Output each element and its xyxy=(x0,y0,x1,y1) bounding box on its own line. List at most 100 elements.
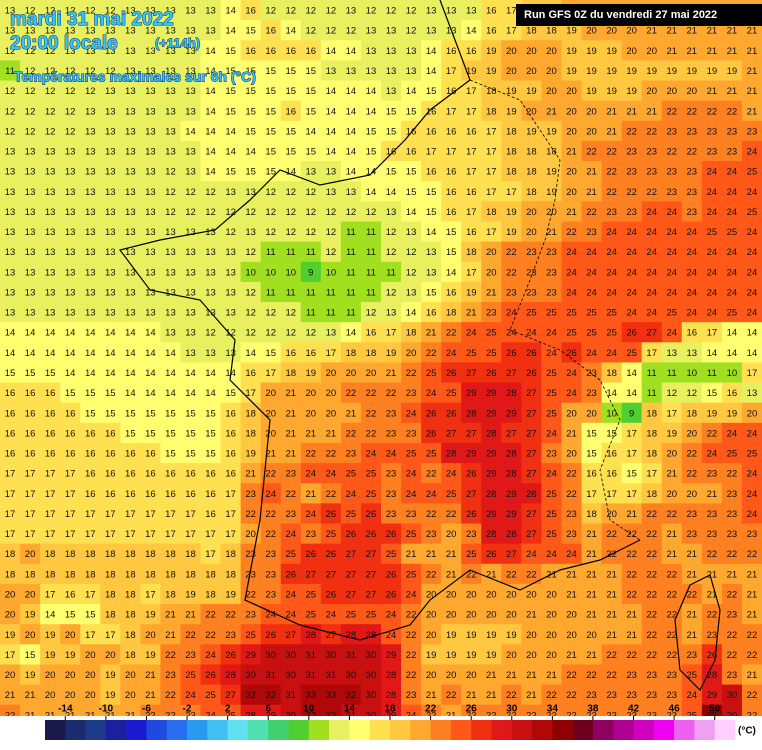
cell-value: 19 xyxy=(466,66,477,77)
cell-value: 15 xyxy=(265,348,276,359)
cell xyxy=(300,120,322,142)
cell-value: 19 xyxy=(446,630,457,641)
cell-value: 18 xyxy=(586,509,597,520)
cell-value: 13 xyxy=(225,267,236,278)
cell-value: 15 xyxy=(5,368,16,379)
cell xyxy=(260,181,282,202)
cell-value: 13 xyxy=(65,287,76,298)
cell-value: 16 xyxy=(265,26,276,37)
cell xyxy=(601,60,623,82)
cell xyxy=(200,181,222,202)
cell-value: 18 xyxy=(145,569,156,580)
cell-value: 12 xyxy=(5,106,16,117)
cell xyxy=(581,181,603,202)
cell xyxy=(220,261,242,283)
cell-value: 15 xyxy=(245,106,256,117)
cell xyxy=(120,181,141,202)
cell xyxy=(721,241,743,263)
cell-value: 20 xyxy=(566,106,577,117)
cell xyxy=(741,161,762,182)
cell-value: 22 xyxy=(646,630,657,641)
cell xyxy=(100,161,121,182)
cell-value: 21 xyxy=(426,690,437,701)
cell-value: 21 xyxy=(466,690,477,701)
cell-value: 27 xyxy=(506,549,517,560)
cell-value: 24 xyxy=(687,227,698,238)
cell xyxy=(160,20,182,41)
cell xyxy=(220,221,242,243)
cell xyxy=(340,40,362,62)
cell-value: 21 xyxy=(446,549,457,560)
cell-value: 19 xyxy=(687,66,698,77)
cell xyxy=(100,40,121,62)
cell-value: 24 xyxy=(386,610,397,621)
cell-value: 12 xyxy=(366,207,377,218)
cell-value: 14 xyxy=(727,348,738,359)
cell xyxy=(120,40,141,62)
cell-value: 21 xyxy=(626,106,637,117)
cell-value: 19 xyxy=(506,207,517,218)
cell-value: 13 xyxy=(105,187,116,198)
cell-value: 17 xyxy=(105,529,116,540)
cell-value: 24 xyxy=(366,449,377,460)
cell-value: 14 xyxy=(446,267,457,278)
cell-value: 25 xyxy=(606,328,617,339)
cell-value: 24 xyxy=(727,267,738,278)
cell xyxy=(421,281,442,303)
legend-label: -6 xyxy=(142,704,151,715)
cell xyxy=(320,281,342,303)
cell-value: 19 xyxy=(526,126,537,137)
cell-value: 14 xyxy=(727,328,738,339)
cell-value: 22 xyxy=(646,187,657,198)
cell-value: 16 xyxy=(45,428,56,439)
cell-value: 20 xyxy=(526,227,537,238)
cell-value: 23 xyxy=(406,428,417,439)
cell-value: 28 xyxy=(486,529,497,540)
cell-value: 13 xyxy=(105,267,116,278)
cell xyxy=(340,0,362,21)
cell-value: 17 xyxy=(5,509,16,520)
cell xyxy=(701,241,723,263)
cell-value: 18 xyxy=(125,610,136,621)
cell-value: 12 xyxy=(265,227,276,238)
cell-value: 20 xyxy=(346,368,357,379)
cell xyxy=(220,241,242,263)
cell xyxy=(80,221,101,243)
cell-value: 24 xyxy=(606,227,617,238)
cell-value: 19 xyxy=(225,590,236,601)
cell-value: 24 xyxy=(526,328,537,339)
cell-value: 22 xyxy=(546,690,557,701)
cell xyxy=(401,322,422,343)
cell xyxy=(581,120,603,142)
cell-value: 17 xyxy=(185,529,196,540)
cell-value: 22 xyxy=(506,690,517,701)
cell-value: 18 xyxy=(646,408,657,419)
cell xyxy=(260,40,282,62)
cell-value: 22 xyxy=(506,569,517,580)
cell-value: 19 xyxy=(626,66,637,77)
legend-swatch xyxy=(105,720,127,740)
cell-value: 15 xyxy=(265,66,276,77)
cell-value: 13 xyxy=(326,167,337,178)
cell xyxy=(360,261,382,283)
cell-value: 21 xyxy=(566,569,577,580)
cell xyxy=(300,181,322,202)
cell xyxy=(100,80,121,102)
cell-value: 23 xyxy=(626,207,637,218)
cell-value: 16 xyxy=(406,147,417,158)
legend-swatch xyxy=(410,720,431,740)
cell xyxy=(721,100,743,122)
cell-value: 21 xyxy=(687,569,698,580)
cell-value: 18 xyxy=(506,126,517,137)
cell-value: 12 xyxy=(366,308,377,319)
cell-value: 11 xyxy=(647,368,657,379)
cell-value: 16 xyxy=(65,590,76,601)
cell-value: 15 xyxy=(185,428,196,439)
cell-value: 19 xyxy=(446,650,457,661)
cell xyxy=(340,100,362,122)
cell xyxy=(60,20,81,41)
cell-value: 24 xyxy=(687,247,698,258)
cell-value: 25 xyxy=(426,368,437,379)
cell-value: 17 xyxy=(486,147,497,158)
cell-value: 18 xyxy=(45,549,56,560)
